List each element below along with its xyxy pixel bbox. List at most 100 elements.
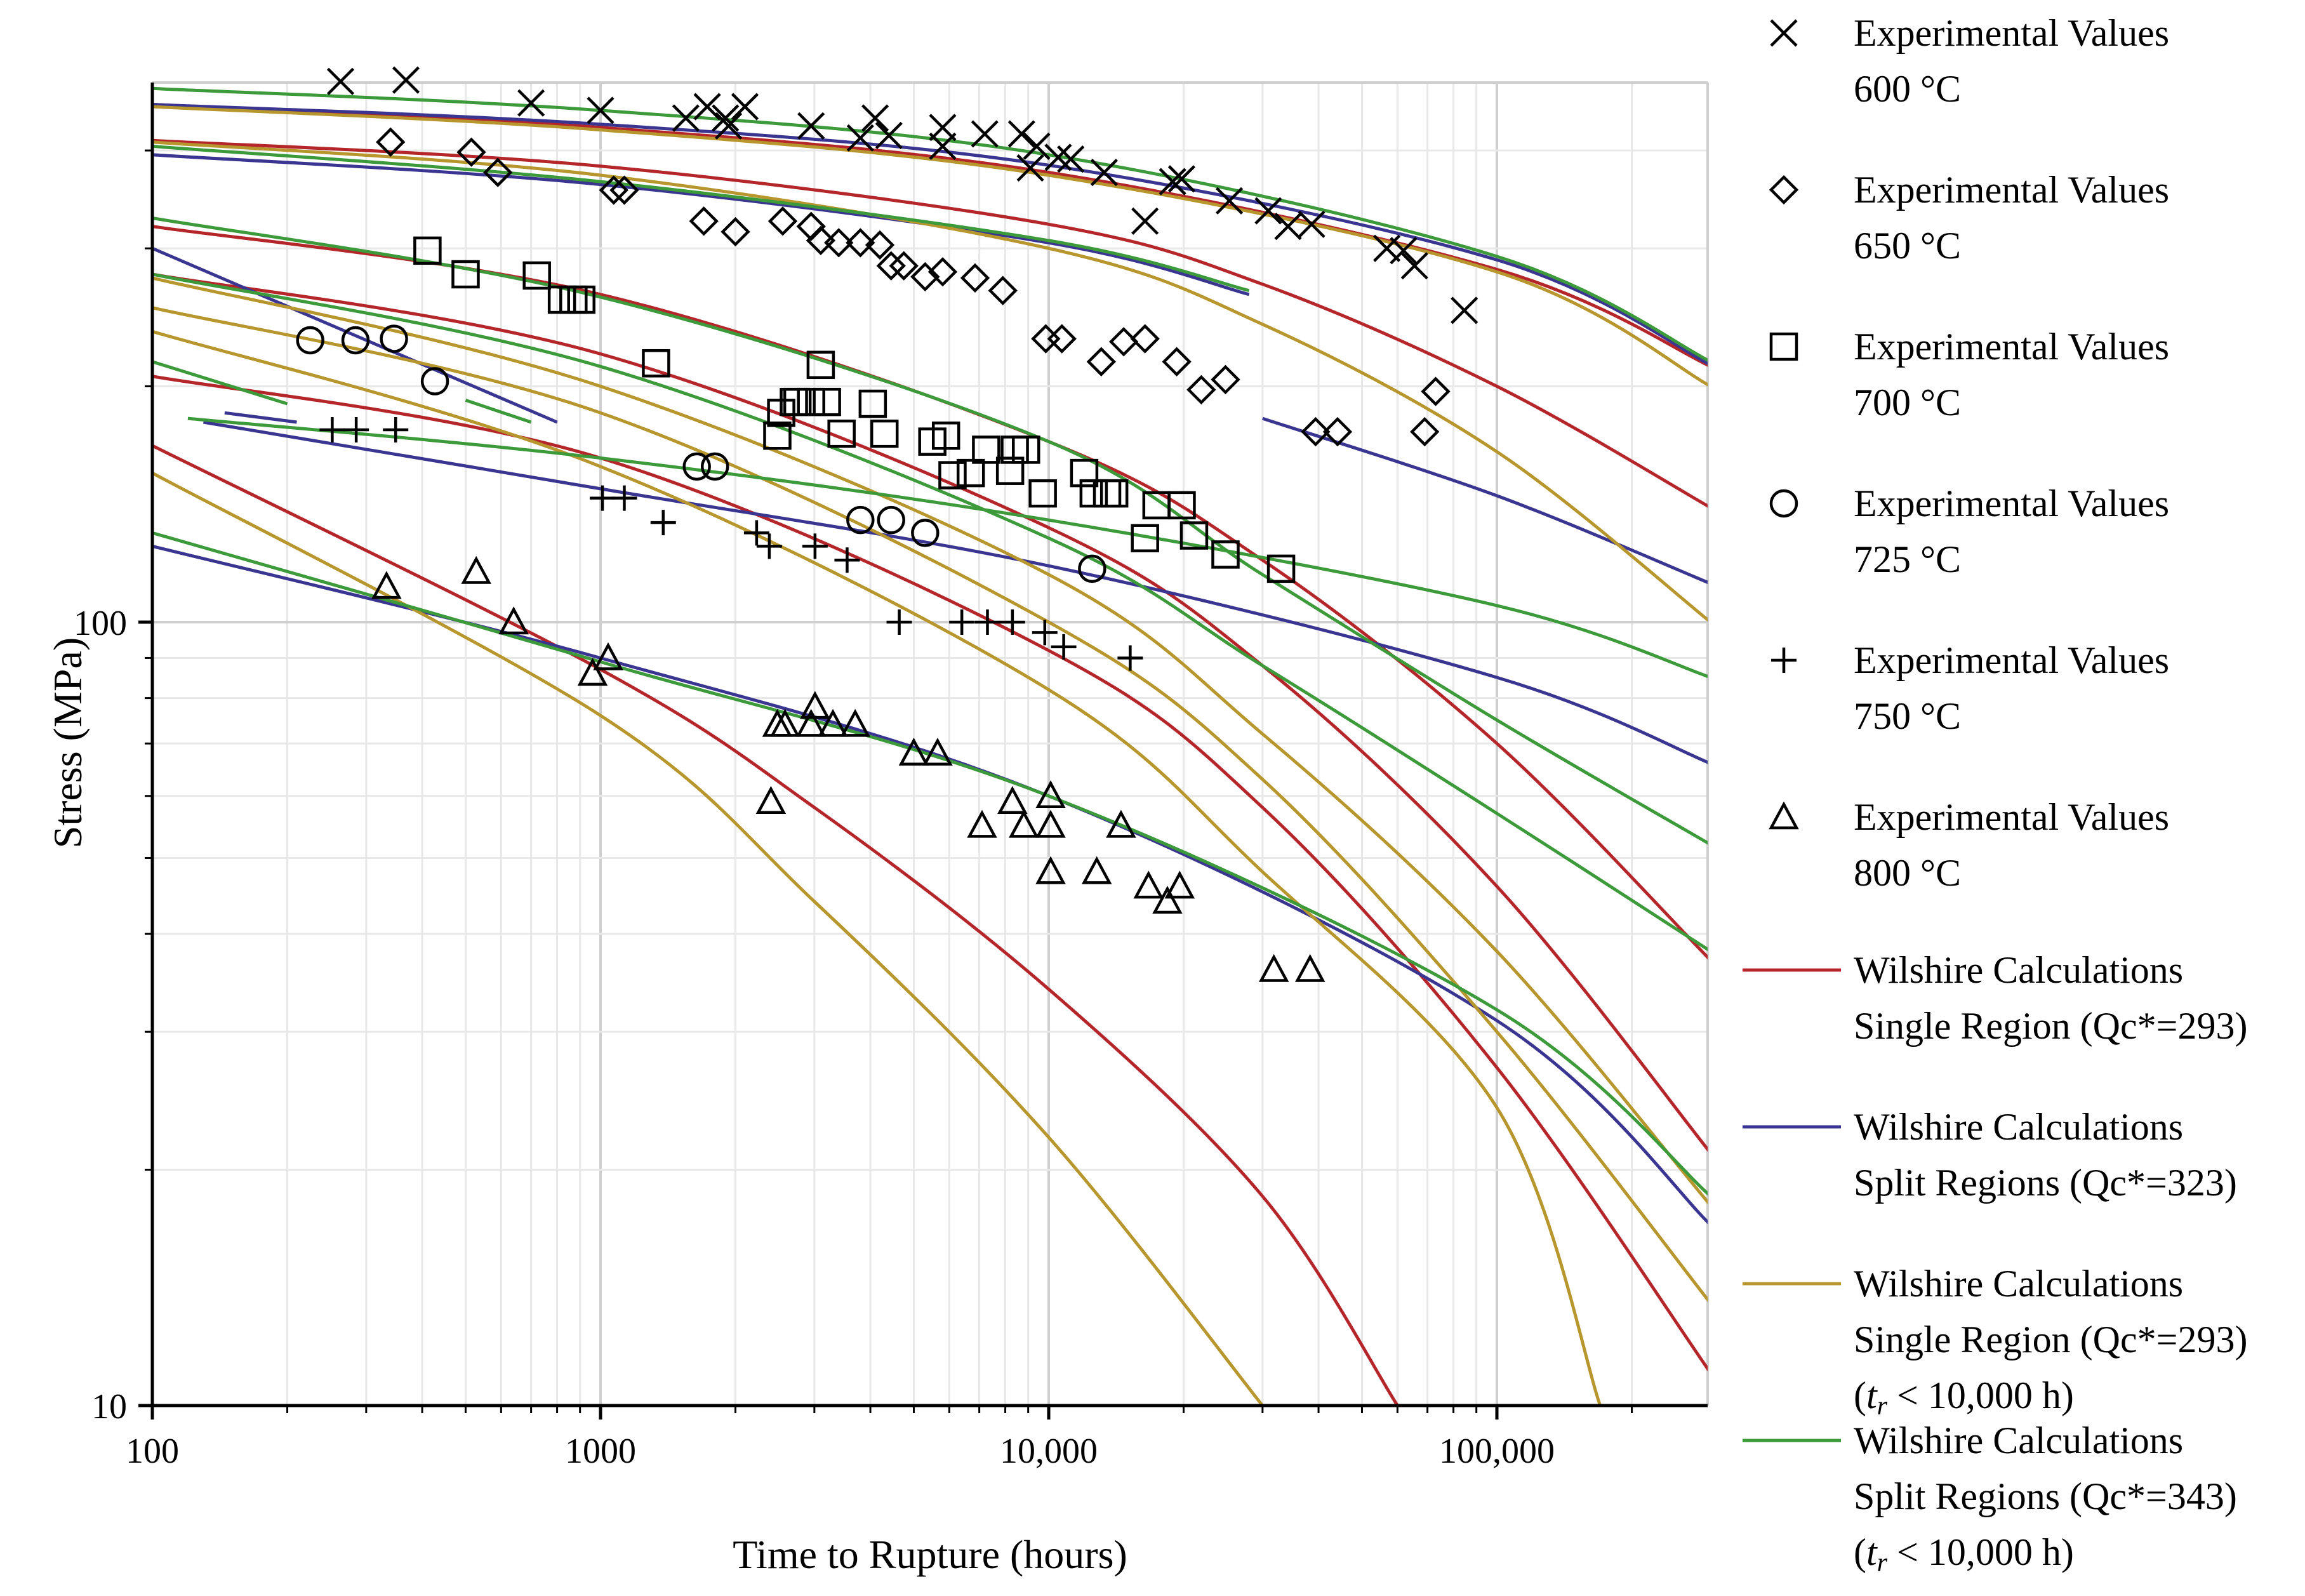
series-1-point-7 [767, 206, 798, 236]
series-2-point-19 [938, 461, 967, 489]
series-4-point-3 [590, 485, 616, 511]
series-2-point-21 [972, 436, 1000, 464]
curve-1-line-2 [1262, 416, 1708, 585]
series-4-point-14 [1032, 620, 1058, 646]
series-0-point-7 [715, 112, 743, 140]
legend-label-1-1: 650 °C [1854, 225, 1961, 267]
series-1-point-24 [1162, 347, 1192, 376]
legend-label-c3-0: Wilshire Calculations [1854, 1420, 2183, 1461]
series-5-point-16 [1009, 809, 1039, 838]
curve-2-line-0 [152, 105, 1708, 387]
x-tick-label: 1000 [565, 1432, 636, 1471]
series-1-point-27 [1301, 416, 1331, 447]
series-0-point-18 [1016, 154, 1044, 182]
series-1-point-12 [865, 230, 895, 260]
series-0-point-10 [846, 124, 874, 152]
curve-1-line-0 [152, 103, 1708, 366]
series-1-point-10 [824, 228, 854, 258]
legend-marker-0 [1770, 19, 1798, 47]
series-3-point-2 [380, 324, 408, 353]
series-1-point-13 [876, 251, 906, 281]
series-5-point-8 [795, 708, 827, 737]
series-4-point-13 [999, 609, 1025, 635]
curve-1-line-1 [152, 153, 1250, 296]
curve-3-line-3 [152, 272, 1708, 952]
series-0-point-20 [1057, 145, 1085, 173]
curve-1-line-3 [152, 246, 558, 424]
series-1-point-9 [806, 225, 836, 256]
series-2-point-16 [870, 419, 899, 448]
legend: Experimental Values 600 °C Experimental Va… [1743, 12, 2247, 1578]
series-0-point-28 [1298, 210, 1325, 238]
series-4-point-7 [756, 533, 782, 559]
series-5-point-24 [1164, 870, 1195, 899]
series-4-point-8 [802, 533, 828, 559]
series-1-point-17 [960, 263, 990, 293]
series-1-point-16 [927, 257, 958, 287]
series-2-point-25 [1028, 479, 1057, 508]
grid [151, 81, 1709, 1407]
series-0-point-32 [1451, 296, 1478, 324]
series-1-point-11 [846, 228, 875, 258]
series-2-point-33 [1179, 521, 1209, 550]
curve-0-line-3 [152, 272, 1708, 1152]
series-2-point-34 [1211, 540, 1240, 569]
series-4-point-10 [886, 609, 912, 635]
series-0-point-24 [1167, 165, 1196, 193]
legend-label-c3-2: (tr < 10,000 h) [1854, 1531, 2074, 1578]
curve-0-line-1 [152, 138, 1708, 508]
series-2-point-29 [1099, 479, 1129, 508]
series-5-point-4 [593, 642, 623, 670]
series-2-point-24 [1012, 436, 1040, 464]
series-5-point-14 [967, 809, 997, 838]
series-0-point-2 [517, 89, 545, 117]
legend-label-1-0: Experimental Values [1854, 169, 2169, 211]
curve-2-line-5 [152, 471, 1264, 1406]
series-0-point-3 [587, 96, 614, 124]
series-1-point-2 [483, 157, 513, 187]
series-2-point-2 [522, 261, 551, 290]
legend-label-c2-2: (tr < 10,000 h) [1854, 1374, 2074, 1421]
series-1-point-5 [689, 206, 719, 236]
series-2-point-26 [1070, 458, 1099, 488]
series-5-point-1 [461, 555, 491, 584]
legend-label-0-1: 600 °C [1854, 68, 1961, 110]
series-2-point-5 [567, 285, 595, 314]
x-axis-label: Time to Rupture (hours) [733, 1532, 1127, 1577]
series-1-point-20 [1047, 324, 1077, 354]
curve-3-line-7 [152, 531, 1708, 1196]
legend-marker-4 [1771, 648, 1797, 673]
series-2-point-6 [642, 349, 670, 378]
legend-label-4-0: Experimental Values [1854, 639, 2169, 681]
series-5-point-26 [1294, 954, 1325, 982]
series-5-point-13 [922, 737, 953, 766]
series-0-point-11 [861, 104, 889, 132]
series-1-point-6 [721, 216, 750, 247]
legend-label-c1-0: Wilshire Calculations [1854, 1106, 2183, 1148]
series-0-point-15 [971, 120, 999, 148]
curve-1-line-4 [224, 411, 297, 424]
series-5-point-21 [1106, 809, 1136, 838]
series-1-point-1 [456, 137, 486, 167]
series-1-point-15 [910, 262, 940, 292]
y-tick-label: 100 [74, 604, 127, 643]
legend-label-5-1: 800 °C [1854, 852, 1961, 894]
series-4-point-16 [1117, 645, 1143, 671]
legend-label-4-1: 750 °C [1854, 695, 1961, 737]
legend-label-c2-0: Wilshire Calculations [1854, 1263, 2183, 1305]
series-3-point-7 [877, 505, 905, 535]
series-1-point-30 [1421, 376, 1451, 406]
legend-label-2-1: 700 °C [1854, 382, 1961, 423]
tick-labels: 100 1000 10,000 100,000 10 100 [74, 149, 1633, 1471]
y-axis-label: Stress (MPa) [45, 637, 90, 848]
legend-label-2-0: Experimental Values [1854, 326, 2169, 368]
series-5-point-11 [840, 708, 870, 737]
series-5-point-9 [800, 691, 830, 719]
series-0-point-25 [1216, 187, 1244, 215]
series-5-point-23 [1152, 886, 1183, 914]
legend-marker-1 [1769, 175, 1799, 205]
series-1-point-29 [1410, 416, 1440, 447]
x-tick-label: 100,000 [1439, 1432, 1555, 1471]
series-4-point-9 [834, 547, 860, 573]
